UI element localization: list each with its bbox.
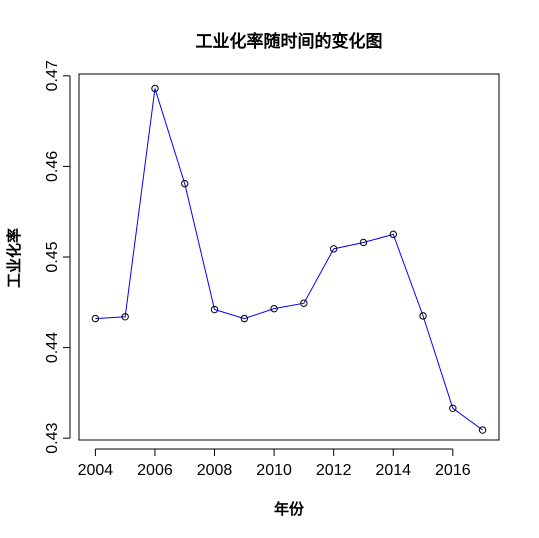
- data-point: [300, 299, 308, 307]
- x-tick-label: 2012: [316, 462, 352, 479]
- data-point: [389, 230, 397, 239]
- y-tick-label: 0.47: [44, 60, 61, 91]
- data-point: [449, 404, 457, 412]
- data-point: [91, 314, 100, 323]
- y-axis-label: 工业化率: [5, 228, 23, 288]
- x-tick-label: 2008: [197, 462, 233, 479]
- data-point: [419, 312, 427, 320]
- data-point: [478, 426, 487, 434]
- y-tick-label: 0.43: [44, 423, 61, 454]
- x-tick-label: 2016: [435, 462, 471, 479]
- x-axis-label: 年份: [274, 500, 305, 518]
- y-axis: 0.43 0.44 0.45 0.46 0.47: [44, 60, 71, 454]
- x-tick-label: 2006: [137, 462, 173, 479]
- plot-area-frame: [78, 73, 500, 441]
- y-tick-label: 0.45: [44, 241, 61, 272]
- data-point: [240, 314, 249, 323]
- y-tick-label: 0.44: [44, 332, 61, 363]
- chart-title: 工业化率随时间的变化图: [196, 31, 383, 52]
- data-point: [181, 179, 189, 188]
- series-line: [95, 88, 483, 431]
- x-tick-label: 2014: [375, 462, 411, 479]
- y-tick-label: 0.46: [44, 151, 61, 182]
- data-point: [329, 245, 338, 253]
- x-tick-label: 2010: [256, 462, 292, 479]
- data-point: [210, 305, 219, 314]
- data-point: [151, 84, 159, 93]
- x-tick-label: 2004: [78, 462, 114, 479]
- series-layer: [91, 84, 487, 434]
- data-point: [359, 238, 368, 247]
- data-point: [270, 304, 278, 313]
- data-point: [121, 313, 129, 321]
- x-axis: 2004 2006 2008 2010 2012 2014 2016: [78, 448, 471, 479]
